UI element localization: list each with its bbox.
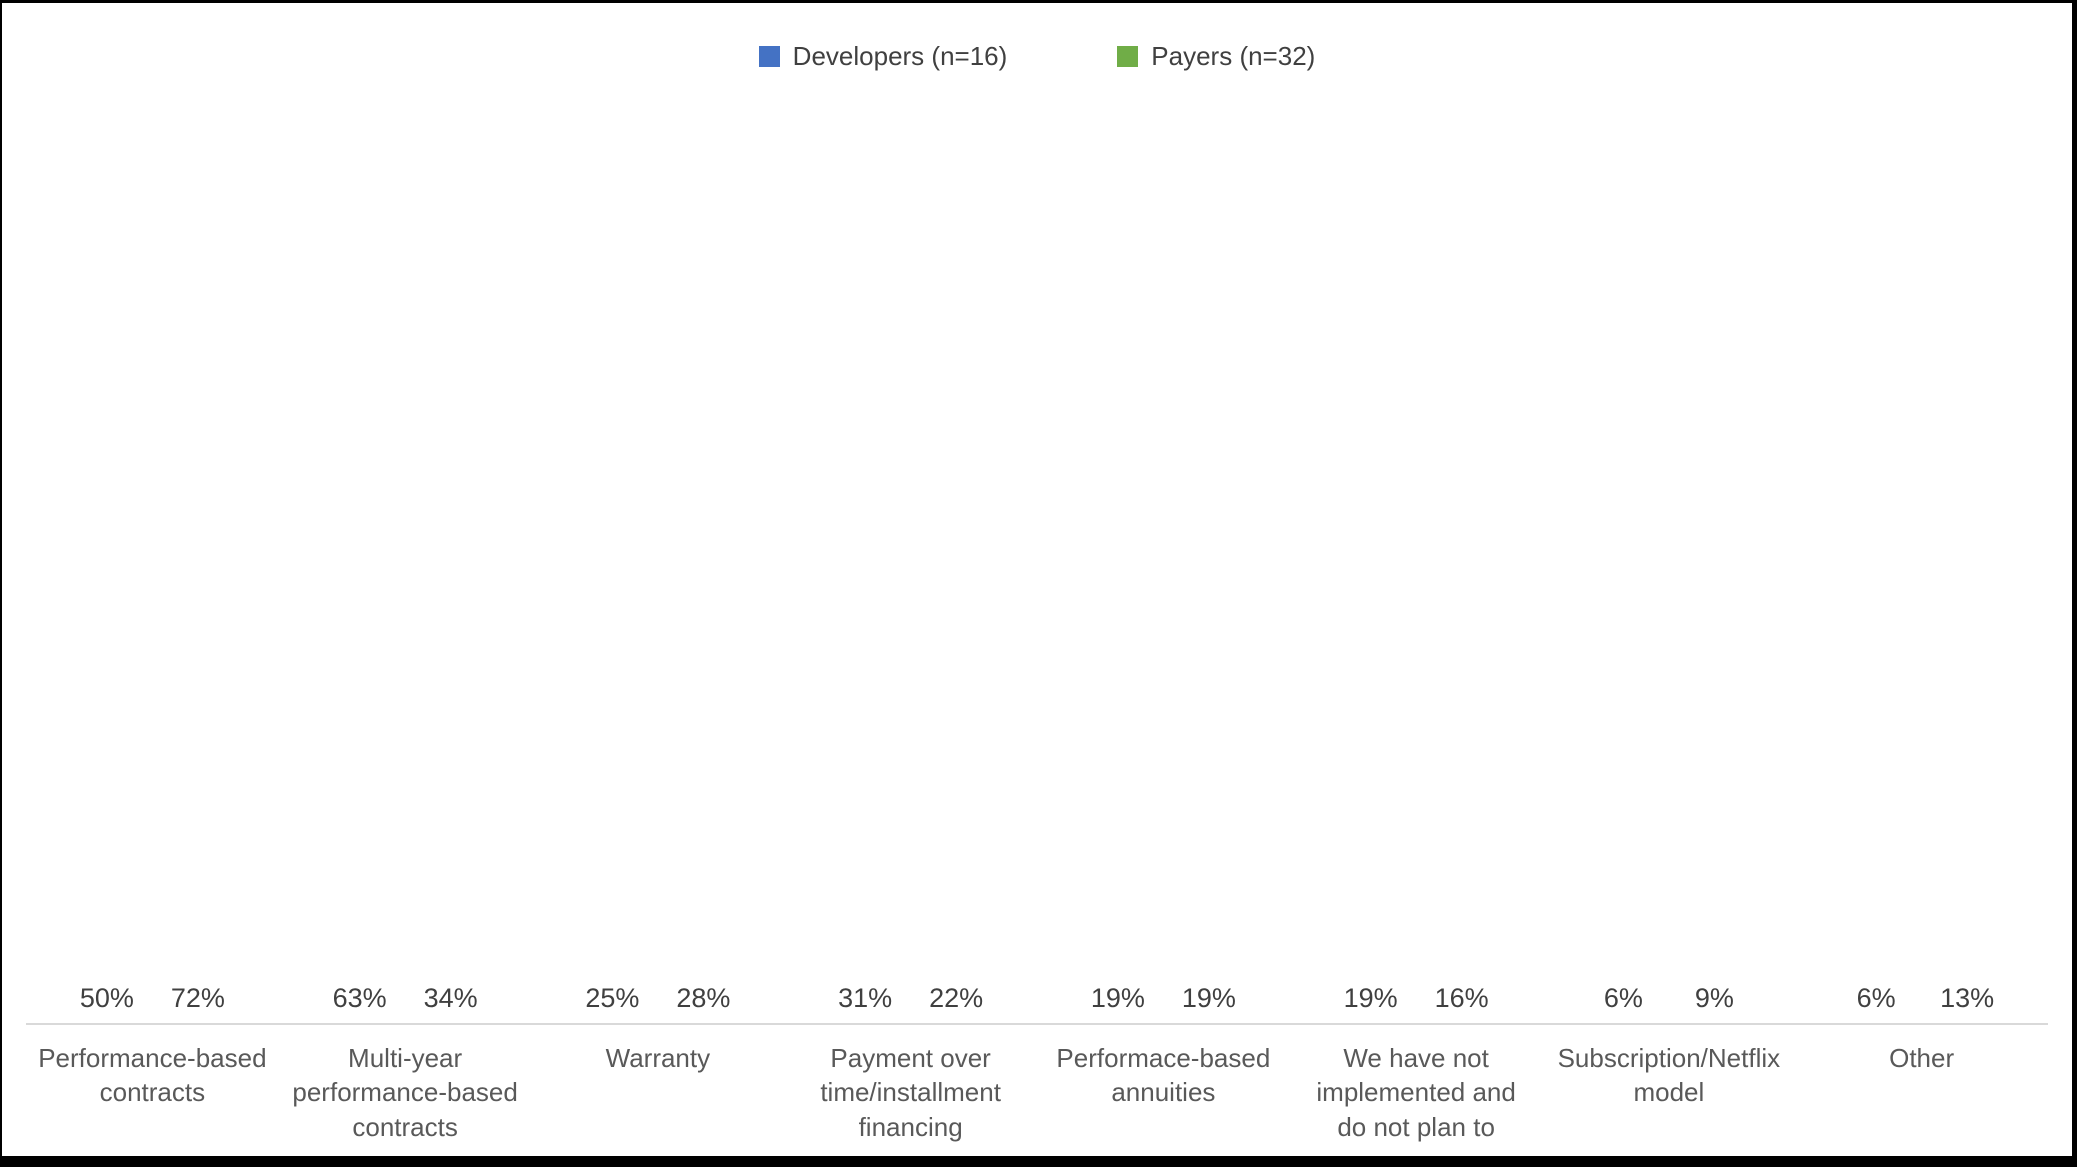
data-label: 25% (585, 983, 640, 1013)
bar-column: 72% (157, 983, 239, 1023)
bar-column: 6% (1582, 983, 1664, 1023)
data-label: 22% (929, 983, 984, 1013)
data-label: 16% (1434, 983, 1489, 1013)
bar-column: 9% (1673, 983, 1755, 1023)
bar-column: 22% (915, 983, 997, 1023)
category-label: Multi-year performance-based contracts (292, 1043, 518, 1142)
data-label: 19% (1181, 983, 1236, 1013)
bar-column: 19% (1168, 983, 1250, 1023)
bar-group: 50% 72% (26, 93, 279, 1023)
data-label: 63% (332, 983, 387, 1013)
chart-legend: Developers (n=16) Payers (n=32) (2, 41, 2072, 72)
category-label: Payment over time/installment financing (820, 1043, 1001, 1142)
data-label: 28% (676, 983, 731, 1013)
data-label: 6% (1603, 983, 1643, 1013)
data-label: 9% (1694, 983, 1734, 1013)
category-label: Performace-based annuities (1056, 1043, 1271, 1108)
legend-label-payers: Payers (n=32) (1151, 41, 1316, 71)
bar-group: 6% 9% (1543, 93, 1796, 1023)
bar-group: 19% 16% (1290, 93, 1543, 1023)
bar-column: 19% (1330, 983, 1412, 1023)
chart-frame: Developers (n=16) Payers (n=32) 50% 72% 63… (2, 3, 2072, 1156)
bar-group: 19% 19% (1037, 93, 1290, 1023)
bar-group: 63% 34% (279, 93, 532, 1023)
bar-column: 31% (824, 983, 906, 1023)
bar-column: 19% (1077, 983, 1159, 1023)
legend-item-payers: Payers (n=32) (1117, 41, 1315, 72)
legend-marker-developers-icon (758, 46, 780, 67)
bar-column: 50% (66, 983, 148, 1023)
bar-column: 25% (571, 983, 653, 1023)
legend-label-developers: Developers (n=16) (792, 41, 1008, 71)
data-label: 50% (79, 983, 134, 1013)
bar-group: 25% 28% (532, 93, 785, 1023)
category-label: We have not implemented and do not plan … (1316, 1043, 1516, 1142)
data-label: 19% (1090, 983, 1145, 1013)
bar-column: 6% (1835, 983, 1917, 1023)
category-axis: Performance-based contracts Multi-year pe… (26, 1041, 2048, 1144)
bar-group: 31% 22% (784, 93, 1037, 1023)
data-label: 72% (170, 983, 225, 1013)
plot-area: 50% 72% 63% 34% 25% 28% 31% 22% 19% 19% 19% 16% 6% 9%… (26, 93, 2048, 1025)
bar-column: 63% (319, 983, 401, 1023)
bar-column: 16% (1421, 983, 1503, 1023)
bar-column: 34% (410, 983, 492, 1023)
category-label: Performance-based contracts (38, 1043, 267, 1108)
bar-column: 28% (662, 983, 744, 1023)
bar-column: 13% (1926, 983, 2008, 1023)
bar-group: 6% 13% (1795, 93, 2048, 1023)
data-label: 6% (1856, 983, 1896, 1013)
category-label: Warranty (605, 1043, 711, 1073)
data-label: 34% (423, 983, 478, 1013)
category-label: Other (1889, 1043, 1955, 1073)
legend-item-developers: Developers (n=16) (758, 41, 1008, 72)
data-label: 19% (1343, 983, 1398, 1013)
data-label: 13% (1940, 983, 1995, 1013)
category-label: Subscription/Netflix model (1557, 1043, 1781, 1108)
data-label: 31% (838, 983, 893, 1013)
legend-marker-payers-icon (1117, 46, 1139, 67)
